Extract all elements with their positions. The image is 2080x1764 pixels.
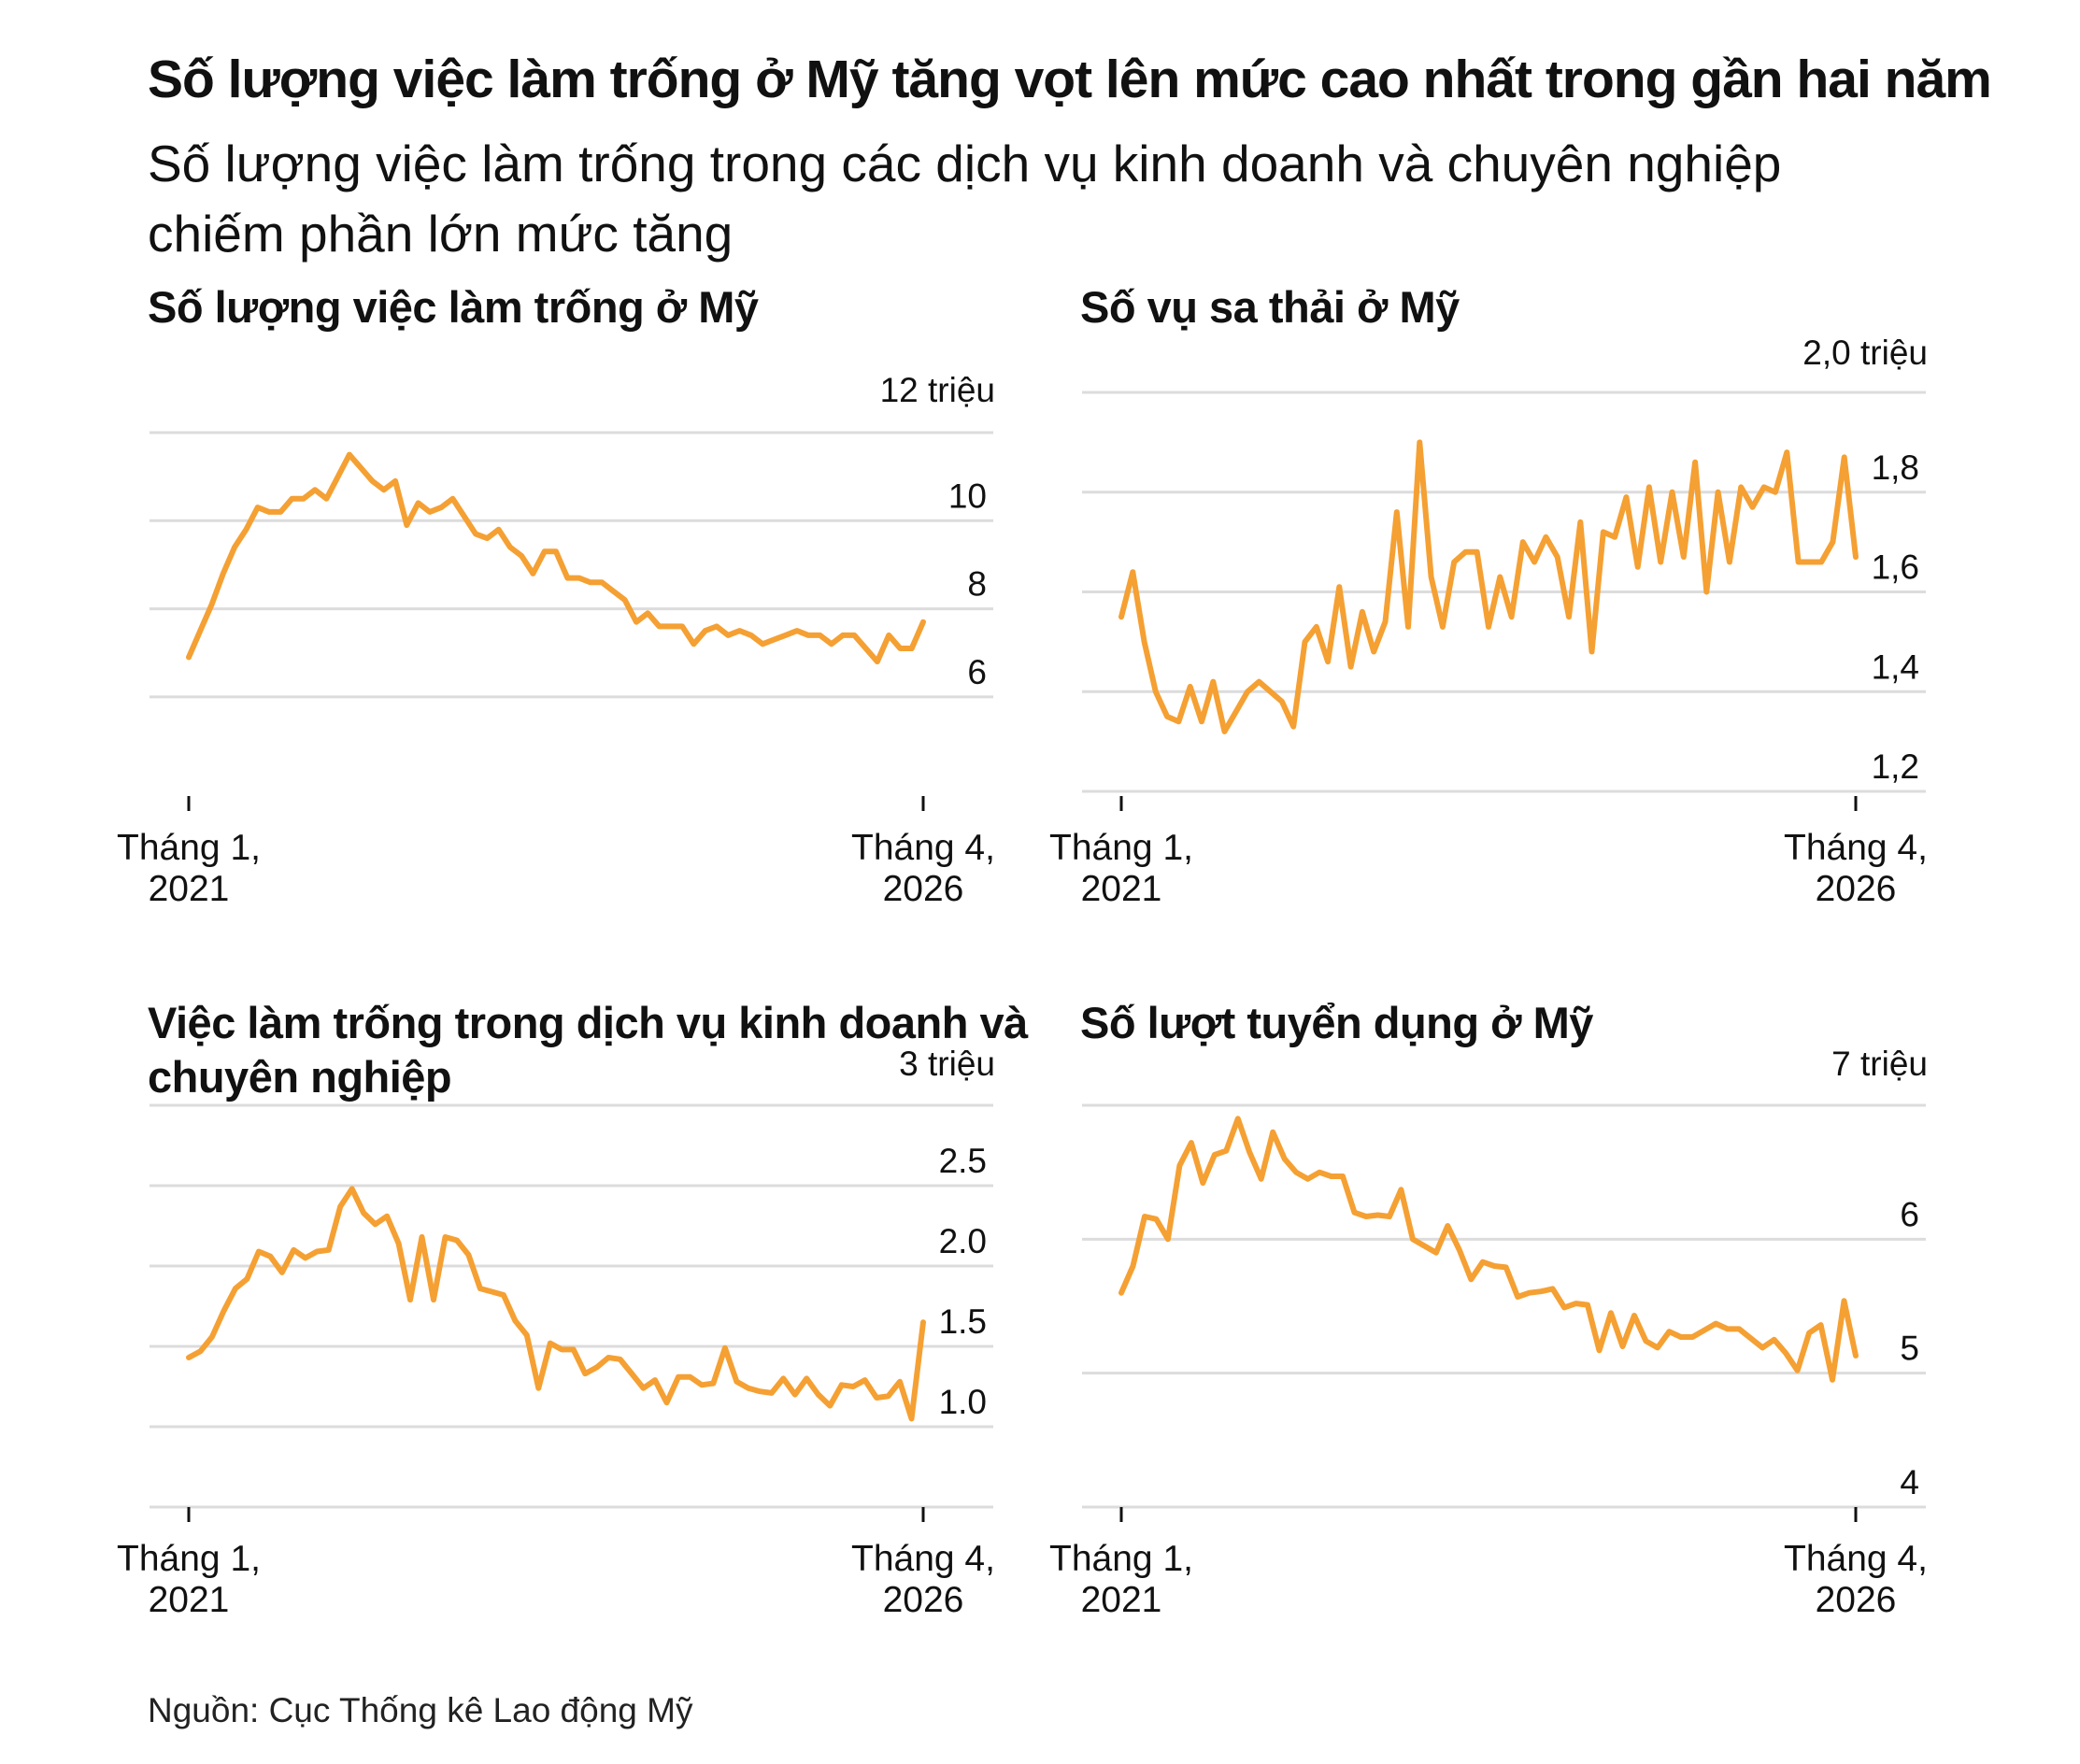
chart-job-openings: 6 8 10 12 triệu Tháng 1,2021 Tháng 4,2026 (117, 371, 995, 909)
y-tick-label: 8 (967, 565, 987, 604)
y-tick-label: 6 (1900, 1195, 1919, 1233)
y-tick-label: 1,2 (1872, 747, 1919, 786)
y-tick-label: 1.0 (939, 1383, 987, 1421)
x-tick-label: 2021 (1081, 1580, 1162, 1620)
x-tick-label: 2026 (1816, 1580, 1897, 1620)
chart-business-services-openings: 1.0 1.5 2.0 2.5 3 triệu Tháng 1,2021 Tháng 4,2… (117, 1045, 995, 1620)
chart-title: Số lượt tuyển dụng ở Mỹ (1080, 998, 1593, 1047)
source-note: Nguồn: Cục Thống kê Lao động Mỹ (148, 1691, 693, 1729)
x-tick-label: Tháng 4, (1784, 828, 1928, 868)
x-tick-label: 2026 (883, 869, 964, 909)
series-line (1118, 1116, 1859, 1383)
y-tick-label: 1.5 (939, 1302, 987, 1341)
x-tick-label: Tháng 1, (1049, 828, 1193, 868)
y-unit-label: 2,0 triệu (1802, 334, 1928, 372)
chart-panel-layoffs: Số vụ sa thải ở Mỹ 1,2 1,4 1,6 1,8 2,0 triệu… (1049, 280, 2015, 953)
chart-hires: 4 5 6 7 triệu Tháng 1,2021 Tháng 4,2026 (1049, 1045, 1928, 1620)
y-unit-label: 3 triệu (899, 1045, 995, 1083)
page-title: Số lượng việc làm trống ở Mỹ tăng vọt lê… (148, 50, 1992, 109)
x-tick-label: 2021 (1081, 869, 1162, 909)
y-unit-label: 7 triệu (1831, 1045, 1928, 1083)
x-tick-label: 2021 (149, 1580, 230, 1620)
chart-panel-job-openings: Số lượng việc làm trống ở Mỹ 6 8 10 12 triệ… (117, 280, 1082, 953)
y-tick-label: 2.5 (939, 1142, 987, 1180)
y-tick-label: 2.0 (939, 1222, 987, 1260)
x-tick-label: Tháng 1, (117, 828, 261, 868)
y-tick-label: 4 (1900, 1463, 1919, 1501)
y-unit-label: 12 triệu (880, 371, 995, 409)
chart-title: Số vụ sa thải ở Mỹ (1080, 282, 1460, 332)
x-tick-label: 2026 (883, 1580, 964, 1620)
x-tick-label: Tháng 1, (117, 1539, 261, 1579)
series-line (186, 1186, 926, 1422)
x-tick-label: Tháng 4, (851, 1539, 995, 1579)
y-tick-label: 1,4 (1872, 647, 1919, 686)
series-line (1118, 439, 1859, 734)
x-tick-label: 2026 (1816, 869, 1897, 909)
chart-title: Việc làm trống trong dịch vụ kinh doanh … (148, 998, 1028, 1102)
chart-layoffs: 1,2 1,4 1,6 1,8 2,0 triệu Tháng 1,2021 Tháng 4… (1049, 334, 1928, 909)
y-tick-label: 5 (1900, 1330, 1919, 1368)
y-tick-label: 6 (967, 653, 987, 691)
chart-panel-hires: Số lượt tuyển dụng ở Mỹ 4 5 6 7 triệu Tháng … (1049, 996, 2015, 1669)
chart-panel-business-services-openings: Việc làm trống trong dịch vụ kinh doanh … (117, 996, 1082, 1669)
series-line (186, 451, 926, 665)
y-tick-label: 10 (948, 477, 987, 515)
x-tick-label: Tháng 4, (1784, 1539, 1928, 1579)
y-tick-label: 1,8 (1872, 448, 1919, 487)
x-tick-label: 2021 (149, 869, 230, 909)
y-tick-label: 1,6 (1872, 548, 1919, 587)
x-tick-label: Tháng 4, (851, 828, 995, 868)
x-tick-label: Tháng 1, (1049, 1539, 1193, 1579)
chart-title: Số lượng việc làm trống ở Mỹ (148, 282, 759, 332)
page-subtitle: Số lượng việc làm trống trong các dịch v… (148, 135, 1782, 263)
